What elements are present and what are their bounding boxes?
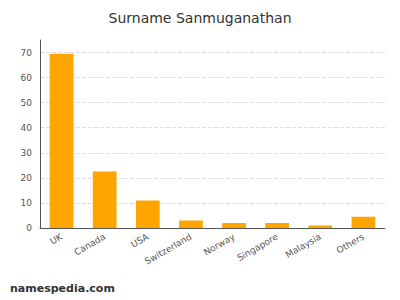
svg-text:30: 30 bbox=[21, 148, 33, 158]
svg-text:20: 20 bbox=[21, 173, 33, 183]
svg-text:0: 0 bbox=[26, 223, 32, 233]
svg-text:Canada: Canada bbox=[73, 232, 108, 258]
svg-text:Others: Others bbox=[335, 232, 366, 256]
svg-text:50: 50 bbox=[21, 98, 33, 108]
svg-text:Malaysia: Malaysia bbox=[284, 232, 323, 260]
svg-text:40: 40 bbox=[21, 123, 33, 133]
svg-text:60: 60 bbox=[21, 73, 33, 83]
svg-text:Switzerland: Switzerland bbox=[143, 232, 193, 267]
svg-text:Surname Sanmuganathan: Surname Sanmuganathan bbox=[108, 10, 291, 26]
svg-text:10: 10 bbox=[21, 198, 33, 208]
svg-text:70: 70 bbox=[21, 48, 33, 58]
svg-text:UK: UK bbox=[48, 231, 65, 246]
svg-text:Singapore: Singapore bbox=[235, 231, 280, 263]
svg-text:namespedia.com: namespedia.com bbox=[10, 282, 115, 295]
svg-text:Norway: Norway bbox=[202, 231, 237, 257]
svg-text:USA: USA bbox=[129, 231, 151, 249]
